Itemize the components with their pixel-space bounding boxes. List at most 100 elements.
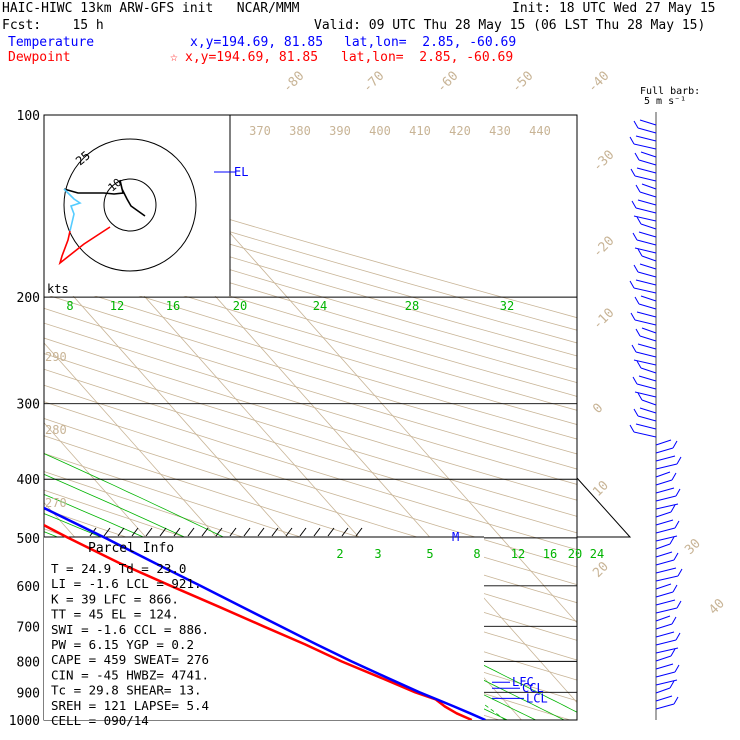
dry-adiabat-line <box>44 225 577 384</box>
freezing-hatch <box>159 527 167 537</box>
theta-label: 370 <box>249 124 271 138</box>
level-label: LCL <box>526 691 548 705</box>
wind-barb <box>635 135 657 142</box>
dry-adiabat-line <box>44 251 577 411</box>
wind-barb-flag <box>631 344 637 353</box>
wind-barb-flag <box>674 520 680 529</box>
wind-barb <box>655 655 672 662</box>
parcel-row: PW = 6.15 YGP = 0.2 <box>51 637 194 652</box>
isotherm-label: -70 <box>360 69 387 96</box>
freezing-hatch <box>187 527 195 537</box>
wind-barb <box>655 463 678 470</box>
wind-barb <box>640 151 657 158</box>
valid-time: Valid: 09 UTC Thu 28 May 15 (06 LST Thu … <box>314 18 706 33</box>
wind-barb <box>655 599 676 606</box>
wind-barb <box>640 295 657 302</box>
moist-adiabat-label: 8 <box>66 299 73 313</box>
wind-barb-flag <box>636 216 642 225</box>
pressure-label: 300 <box>17 398 40 413</box>
wind-barb <box>641 399 657 406</box>
wind-barb <box>655 551 673 558</box>
wind-barb <box>637 127 657 134</box>
wind-barb-flag <box>637 392 643 401</box>
pressure-label: 400 <box>17 473 40 488</box>
wind-barb <box>655 687 671 694</box>
parcel-row: TT = 45 EL = 124. <box>51 607 179 622</box>
parcel-row: SWI = -1.6 CCL = 886. <box>51 622 209 637</box>
wind-barb-flag <box>673 696 679 705</box>
freezing-hatch <box>327 527 335 537</box>
hodograph-trace <box>58 226 111 266</box>
wind-barb <box>655 663 674 670</box>
dry-adiabat-line <box>0 115 37 733</box>
theta-label: 390 <box>329 124 351 138</box>
wind-barb <box>655 439 672 446</box>
mixing-ratio-label: 16 <box>543 547 557 561</box>
freezing-hatch <box>257 527 265 537</box>
init-time: Init: 18 UTC Wed 27 May 15 <box>512 1 716 16</box>
pressure-label: 100 <box>17 109 40 124</box>
parcel-row: K = 39 LFC = 866. <box>51 591 179 606</box>
theta-label: 400 <box>369 124 391 138</box>
wind-barb-flag <box>669 536 675 545</box>
temperature-latlon: lat,lon= 2.85, -60.69 <box>344 35 517 50</box>
isotherm-label: -20 <box>590 234 617 261</box>
moist-adiabat-label: 20 <box>233 299 247 313</box>
wind-barb <box>655 567 677 574</box>
wind-barb <box>634 247 657 254</box>
wind-barb-flag <box>630 168 636 177</box>
dry-adiabat-line <box>44 279 577 440</box>
dry-adiabat-line <box>44 353 577 517</box>
wind-barb <box>655 535 678 542</box>
wind-barb <box>655 447 674 454</box>
parcel-row: LI = -1.6 LCL = 921. <box>51 576 202 591</box>
freezing-hatch <box>355 527 363 537</box>
hodograph-ring <box>63 138 197 272</box>
wind-barb <box>633 215 657 222</box>
wind-barb-flag <box>677 568 683 577</box>
wind-barb <box>641 255 657 262</box>
pressure-label: 600 <box>17 580 40 595</box>
wind-barb-flag <box>634 296 640 305</box>
dewpoint-profile <box>44 523 473 720</box>
isotherm-label: -30 <box>590 148 617 175</box>
wind-barb <box>636 239 657 246</box>
isotherm-label: -10 <box>590 306 617 333</box>
mixing-ratio-label: 20 <box>568 547 582 561</box>
wind-barb-flag <box>634 152 640 161</box>
parcel-row: SREH = 121 LAPSE= 5.4 <box>51 698 209 713</box>
dry-adiabat-line <box>44 212 577 370</box>
wind-barb <box>641 183 657 190</box>
wind-barb-flag <box>669 680 675 689</box>
mixing-ratio-label: 12 <box>511 547 525 561</box>
wind-barb <box>638 375 657 382</box>
freezing-hatch <box>201 527 209 537</box>
isotherm-label: 40 <box>706 596 728 618</box>
wind-barb <box>635 279 657 286</box>
theta-label: 380 <box>289 124 311 138</box>
pressure-label: 700 <box>17 620 40 635</box>
parcel-row: T = 24.9 Td = 23.0 <box>51 561 186 576</box>
wind-barb-flag <box>629 280 635 289</box>
wind-barb <box>637 415 657 422</box>
wind-barb <box>636 167 657 174</box>
wind-barb-flag <box>635 328 641 337</box>
wind-barb <box>655 615 671 622</box>
wind-barb <box>634 175 657 182</box>
wind-barb <box>639 191 657 198</box>
pressure-label: 500 <box>17 532 40 547</box>
wind-barb <box>655 559 675 566</box>
wind-barb <box>655 543 671 550</box>
wind-barb <box>655 471 671 478</box>
wind-barb <box>638 231 657 238</box>
wind-barb-flag <box>632 376 638 385</box>
freezing-hatch <box>215 527 223 537</box>
moist-adiabat-label: 12 <box>110 299 124 313</box>
wind-barb <box>636 311 657 318</box>
theta-label: 440 <box>529 124 551 138</box>
wind-barb <box>633 431 657 438</box>
pressure-label: 200 <box>17 291 40 306</box>
level-label: CCL <box>522 681 544 695</box>
wind-barb-flag <box>629 424 635 433</box>
freezing-hatch <box>229 527 237 537</box>
